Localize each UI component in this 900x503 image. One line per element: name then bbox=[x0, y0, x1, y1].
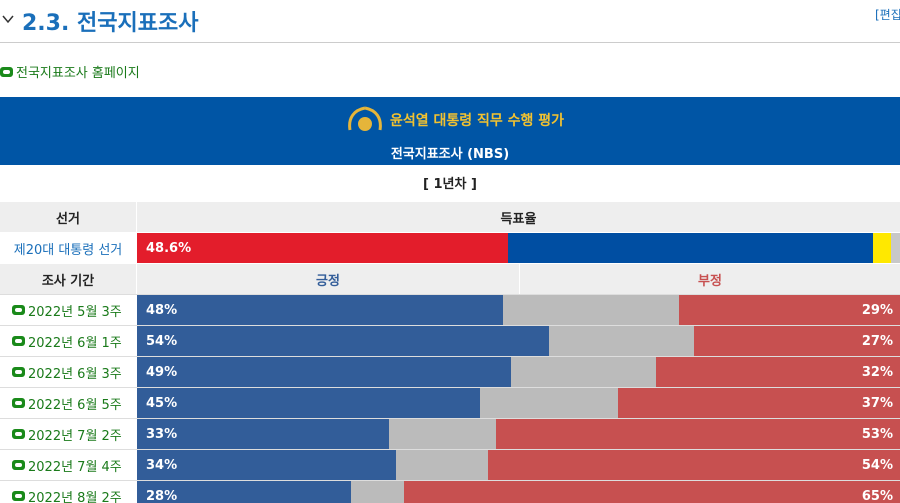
positive-label: 34% bbox=[146, 457, 178, 473]
negative-bar bbox=[495, 419, 900, 449]
poll-bar-row: 48% 29% bbox=[137, 295, 900, 325]
header-cell: 부정 bbox=[520, 264, 900, 294]
period-label: [ 1년차 ] bbox=[423, 176, 477, 192]
election-label[interactable]: 제20대 대통령 선거 bbox=[0, 233, 136, 263]
poll-bar-row: 49% 32% bbox=[137, 357, 900, 387]
positive-label: 45% bbox=[146, 395, 178, 411]
link-icon bbox=[12, 429, 25, 439]
positive-label: 48% bbox=[146, 302, 178, 318]
negative-label: 53% bbox=[861, 426, 893, 442]
vote-share-bar bbox=[507, 233, 873, 263]
positive-bar bbox=[137, 357, 511, 387]
link-icon bbox=[12, 336, 25, 346]
edit-link[interactable]: [편집 bbox=[875, 8, 900, 22]
negative-bar bbox=[404, 481, 900, 503]
vote-share-bar bbox=[872, 233, 891, 263]
poll-period[interactable]: 2022년 6월 3주 bbox=[0, 357, 136, 387]
poll-period[interactable]: 2022년 6월 1주 bbox=[0, 326, 136, 356]
row-divider bbox=[0, 325, 900, 326]
homepage-link[interactable]: 전국지표조사 홈페이지 bbox=[0, 62, 140, 81]
header-cell: 조사 기간 bbox=[0, 264, 136, 294]
poll-period[interactable]: 2022년 8월 2주 bbox=[0, 481, 136, 503]
negative-label: 32% bbox=[861, 364, 893, 380]
poll-bar-row: 34% 54% bbox=[137, 450, 900, 480]
homepage-link-text[interactable]: 전국지표조사 홈페이지 bbox=[16, 66, 140, 81]
row-divider bbox=[0, 418, 900, 419]
positive-label: 28% bbox=[146, 488, 178, 503]
poll-bar-row: 45% 37% bbox=[137, 388, 900, 418]
row-divider bbox=[0, 387, 900, 388]
collapse-chevron[interactable] bbox=[2, 12, 14, 28]
section-title: 전국지표조사 bbox=[77, 11, 199, 36]
negative-bar bbox=[694, 326, 900, 356]
poll-period-text[interactable]: 2022년 7월 4주 bbox=[28, 459, 122, 475]
emblem bbox=[348, 106, 382, 131]
poll-period[interactable]: 2022년 7월 2주 bbox=[0, 419, 136, 449]
positive-bar bbox=[137, 481, 351, 503]
negative-label: 27% bbox=[861, 333, 893, 349]
divider bbox=[0, 42, 900, 43]
positive-bar bbox=[137, 295, 504, 325]
header-cell: 긍정 bbox=[137, 264, 519, 294]
table-subtitle: 전국지표조사 (NBS) bbox=[390, 146, 510, 162]
election-bar-row: 48.6% bbox=[137, 233, 900, 263]
table-title-box bbox=[0, 97, 900, 165]
poll-period[interactable]: 2022년 6월 5주 bbox=[0, 388, 136, 418]
negative-label: 29% bbox=[861, 302, 893, 318]
vote-share-bar bbox=[137, 233, 508, 263]
positive-label: 33% bbox=[146, 426, 178, 442]
link-icon bbox=[12, 398, 25, 408]
positive-label: 54% bbox=[146, 333, 178, 349]
poll-bar-row: 54% 27% bbox=[137, 326, 900, 356]
negative-bar bbox=[678, 295, 900, 325]
vote-share-label: 48.6% bbox=[146, 240, 192, 256]
positive-bar bbox=[137, 326, 550, 356]
section-number: 2.3. bbox=[22, 11, 70, 36]
negative-label: 37% bbox=[861, 395, 893, 411]
negative-bar bbox=[617, 388, 900, 418]
vote-share-bar bbox=[890, 233, 900, 263]
section-heading: 2.3. 전국지표조사 bbox=[22, 5, 198, 37]
row-divider bbox=[0, 294, 900, 295]
negative-label: 54% bbox=[861, 457, 893, 473]
header-cell: 선거 bbox=[0, 202, 136, 232]
positive-bar bbox=[137, 388, 481, 418]
poll-period-text[interactable]: 2022년 6월 5주 bbox=[28, 397, 122, 413]
link-icon bbox=[12, 367, 25, 377]
table-title: 윤석열 대통령 직무 수행 평가 bbox=[390, 113, 565, 129]
poll-bar-row: 33% 53% bbox=[137, 419, 900, 449]
poll-period-text[interactable]: 2022년 6월 1주 bbox=[28, 335, 122, 351]
row-divider bbox=[0, 480, 900, 481]
negative-label: 65% bbox=[861, 488, 893, 503]
link-icon bbox=[12, 305, 25, 315]
poll-period-text[interactable]: 2022년 8월 2주 bbox=[28, 490, 122, 503]
positive-label: 49% bbox=[146, 364, 178, 380]
poll-bar-row: 28% 65% bbox=[137, 481, 900, 503]
poll-period-text[interactable]: 2022년 7월 2주 bbox=[28, 428, 122, 444]
positive-bar bbox=[137, 419, 389, 449]
poll-period[interactable]: 2022년 5월 3주 bbox=[0, 295, 136, 325]
negative-bar bbox=[655, 357, 900, 387]
link-icon bbox=[12, 460, 25, 470]
row-divider bbox=[0, 449, 900, 450]
link-icon bbox=[12, 491, 25, 501]
positive-bar bbox=[137, 450, 397, 480]
poll-period[interactable]: 2022년 7월 4주 bbox=[0, 450, 136, 480]
header-cell: 득표율 bbox=[137, 202, 900, 232]
row-divider bbox=[0, 356, 900, 357]
negative-bar bbox=[487, 450, 900, 480]
poll-period-text[interactable]: 2022년 6월 3주 bbox=[28, 366, 122, 382]
poll-period-text[interactable]: 2022년 5월 3주 bbox=[28, 304, 122, 320]
